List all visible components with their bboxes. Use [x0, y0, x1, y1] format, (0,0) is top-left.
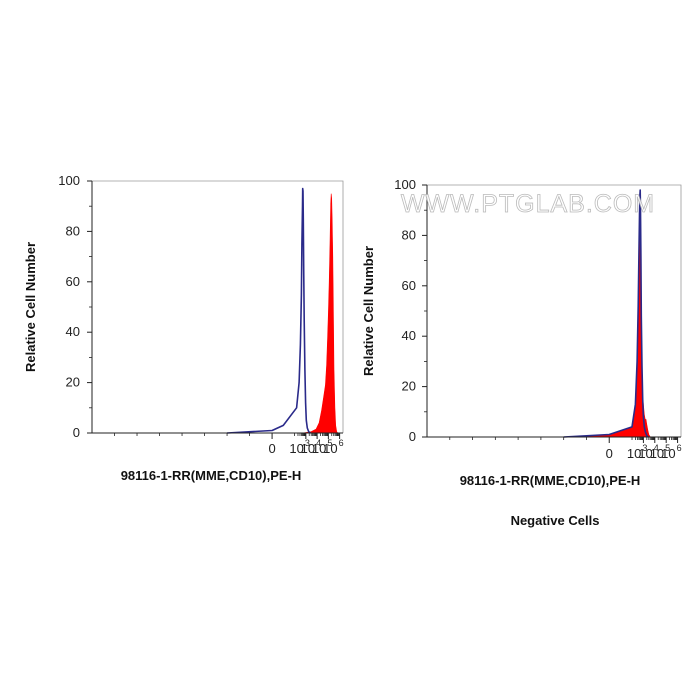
- x-tick-base: 0: [268, 441, 275, 456]
- plot-frame: [92, 180, 344, 433]
- x-tick-exponent: 6: [339, 438, 344, 448]
- y-tick-label: 0: [73, 425, 80, 440]
- y-tick-label: 20: [66, 375, 80, 390]
- x-tick-exponent: 4: [316, 438, 321, 448]
- x-tick-base: 10: [627, 446, 641, 461]
- x-tick-exponent: 3: [305, 438, 310, 448]
- y-tick-label: 80: [402, 227, 416, 242]
- x-tick-exponent: 5: [327, 438, 332, 448]
- y-tick-label: 60: [66, 274, 80, 289]
- x-tick-base: 10: [323, 441, 337, 456]
- y-axis-title: Relative Cell Number: [361, 246, 376, 376]
- x-axis-title: 98116-1-RR(MME,CD10),PE-H: [121, 468, 302, 483]
- y-tick-label: 80: [66, 223, 80, 238]
- x-tick-exponent: 6: [677, 443, 682, 453]
- x-tick-base: 10: [661, 446, 675, 461]
- x-tick-base: 10: [312, 441, 326, 456]
- x-tick-exponent: 4: [654, 443, 659, 453]
- y-tick-label: 0: [409, 429, 416, 444]
- x-tick-base: 10: [638, 446, 652, 461]
- y-tick-label: 40: [402, 328, 416, 343]
- y-tick-label: 40: [66, 324, 80, 339]
- y-tick-label: 20: [402, 379, 416, 394]
- y-tick-label: 100: [58, 173, 80, 188]
- x-axis-title: 98116-1-RR(MME,CD10),PE-H: [460, 473, 641, 488]
- watermark-text: WWW.PTGLAB.COM: [401, 190, 655, 218]
- plot-frame: [427, 184, 682, 437]
- x-tick-base: 10: [650, 446, 664, 461]
- control-histogram-2: [227, 187, 311, 434]
- y-axis-title: Relative Cell Number: [23, 242, 38, 372]
- x-tick-base: 10: [301, 441, 315, 456]
- y-tick-label: 60: [402, 278, 416, 293]
- control-histogram-2: [563, 189, 649, 438]
- y-tick-label: 100: [394, 177, 416, 192]
- x-tick-exponent: 5: [665, 443, 670, 453]
- panel-caption: Negative Cells: [511, 513, 600, 528]
- x-tick-base: 10: [289, 441, 303, 456]
- x-tick-base: 0: [606, 446, 613, 461]
- x-tick-exponent: 3: [642, 443, 647, 453]
- sample-histogram-1: [302, 193, 339, 434]
